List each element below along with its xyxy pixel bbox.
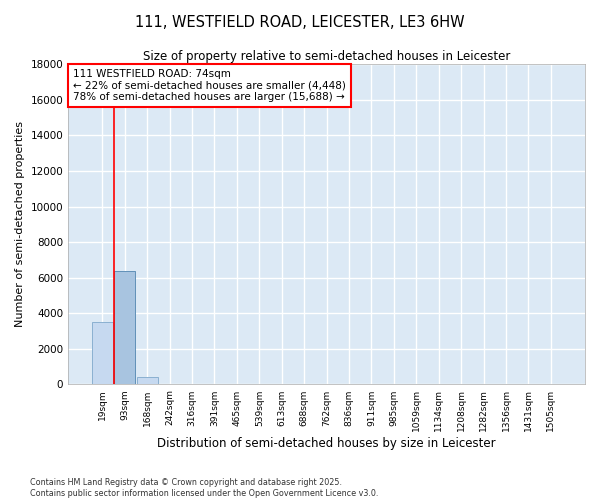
Y-axis label: Number of semi-detached properties: Number of semi-detached properties — [15, 122, 25, 328]
Text: Contains HM Land Registry data © Crown copyright and database right 2025.
Contai: Contains HM Land Registry data © Crown c… — [30, 478, 379, 498]
Bar — [137, 378, 158, 384]
Text: 111, WESTFIELD ROAD, LEICESTER, LE3 6HW: 111, WESTFIELD ROAD, LEICESTER, LE3 6HW — [135, 15, 465, 30]
Title: Size of property relative to semi-detached houses in Leicester: Size of property relative to semi-detach… — [143, 50, 510, 63]
Bar — [92, 322, 113, 384]
Bar — [114, 270, 136, 384]
X-axis label: Distribution of semi-detached houses by size in Leicester: Distribution of semi-detached houses by … — [157, 437, 496, 450]
Text: 111 WESTFIELD ROAD: 74sqm
← 22% of semi-detached houses are smaller (4,448)
78% : 111 WESTFIELD ROAD: 74sqm ← 22% of semi-… — [73, 69, 346, 102]
